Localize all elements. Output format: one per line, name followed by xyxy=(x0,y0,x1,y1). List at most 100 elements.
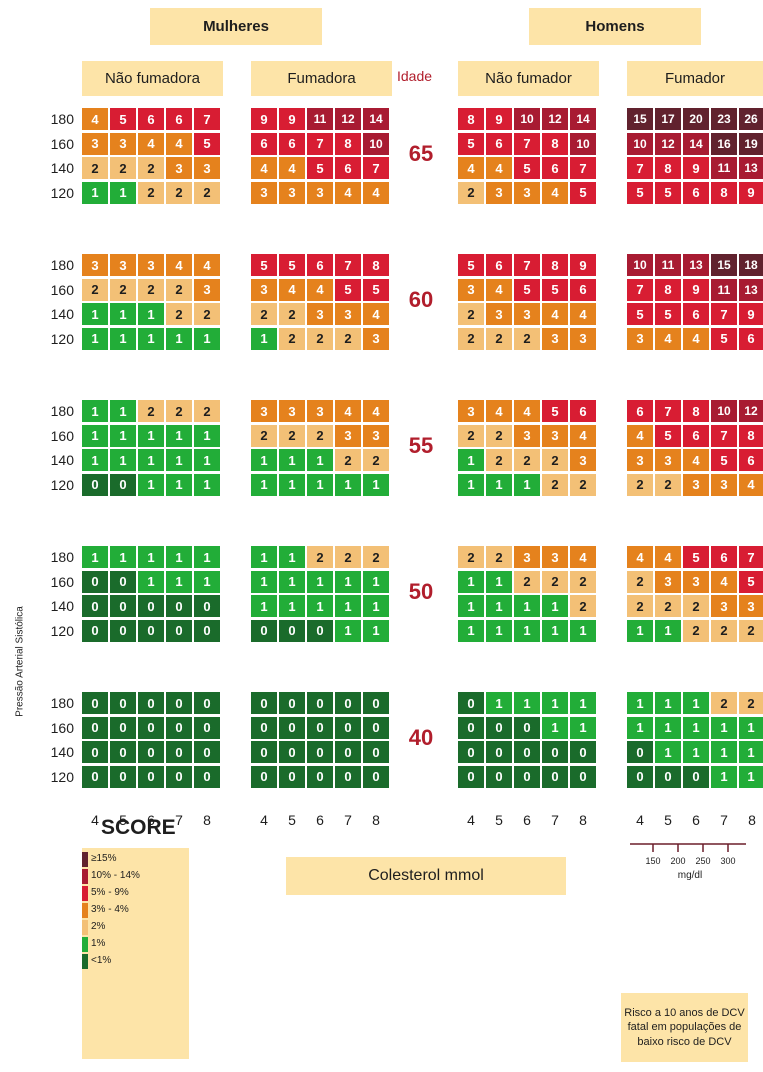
heatmap-cell: 2 xyxy=(683,595,709,617)
heatmap-cell: 2 xyxy=(82,157,108,179)
heatmap-cell: 3 xyxy=(514,182,540,204)
heatmap-cell: 2 xyxy=(82,279,108,301)
legend-item: ≥15% xyxy=(82,852,189,867)
heatmap-cell: 1 xyxy=(655,717,681,739)
heatmap-cell: 8 xyxy=(458,108,484,130)
heatmap-cell: 3 xyxy=(335,425,361,447)
heatmap-cell: 0 xyxy=(335,717,361,739)
heatmap-cell: 1 xyxy=(514,620,540,642)
x-axis-label: Colesterol mmol xyxy=(286,857,566,895)
heatmap-cell: 0 xyxy=(82,620,108,642)
heatmap-cell: 0 xyxy=(110,620,136,642)
heatmap-cell: 19 xyxy=(739,133,763,155)
heatmap-cell: 7 xyxy=(570,157,596,179)
heatmap-cell: 4 xyxy=(194,254,220,276)
heatmap-cell: 4 xyxy=(739,474,763,496)
heatmap-cell: 1 xyxy=(251,546,277,568)
heatmap-cell: 0 xyxy=(570,741,596,763)
heatmap-cell: 2 xyxy=(542,474,568,496)
heatmap-cell: 0 xyxy=(335,692,361,714)
heatmap-cell: 0 xyxy=(138,595,164,617)
heatmap-cell: 5 xyxy=(279,254,305,276)
heatmap-cell: 0 xyxy=(110,741,136,763)
heatmap-cell: 0 xyxy=(542,741,568,763)
heatmap-cell: 15 xyxy=(711,254,737,276)
heatmap-cell: 2 xyxy=(514,449,540,471)
heatmap-cell: 3 xyxy=(627,449,653,471)
heatmap-cell: 5 xyxy=(739,571,763,593)
heatmap-cell: 3 xyxy=(655,449,681,471)
heatmap-cell: 12 xyxy=(542,108,568,130)
heatmap-cell: 1 xyxy=(279,571,305,593)
legend-swatch xyxy=(82,954,88,969)
cholesterol-tick-label: 8 xyxy=(197,812,217,828)
heatmap-cell: 3 xyxy=(486,182,512,204)
heatmap-cell: 3 xyxy=(194,279,220,301)
heatmap-cell: 2 xyxy=(711,692,737,714)
heatmap-cell: 2 xyxy=(711,620,737,642)
sbp-tick-label: 160 xyxy=(34,136,74,152)
heatmap-cell: 9 xyxy=(739,182,763,204)
heatmap-cell: 1 xyxy=(138,303,164,325)
heatmap-cell: 0 xyxy=(138,717,164,739)
heatmap-cell: 5 xyxy=(655,425,681,447)
heatmap-cell: 3 xyxy=(279,400,305,422)
heatmap-cell: 2 xyxy=(335,546,361,568)
heatmap-cell: 0 xyxy=(166,692,192,714)
heatmap-cell: 0 xyxy=(458,766,484,788)
heatmap-cell: 5 xyxy=(335,279,361,301)
legend-swatch xyxy=(82,937,88,952)
heatmap-cell: 1 xyxy=(82,400,108,422)
heatmap-cell: 4 xyxy=(82,108,108,130)
heatmap-cell: 2 xyxy=(194,182,220,204)
heatmap-cell: 1 xyxy=(542,620,568,642)
heatmap-cell: 5 xyxy=(514,157,540,179)
heatmap-cell: 0 xyxy=(458,741,484,763)
heatmap-cell: 2 xyxy=(194,400,220,422)
mgdl-tick-label: 300 xyxy=(720,856,735,866)
sbp-tick-label: 120 xyxy=(34,185,74,201)
heatmap-cell: 12 xyxy=(335,108,361,130)
heatmap-cell: 1 xyxy=(335,571,361,593)
sbp-tick-label: 120 xyxy=(34,623,74,639)
heatmap-cell: 4 xyxy=(486,400,512,422)
sbp-tick-label: 180 xyxy=(34,695,74,711)
cholesterol-tick-label: 5 xyxy=(489,812,509,828)
heatmap-cell: 0 xyxy=(486,766,512,788)
heatmap-cell: 4 xyxy=(363,182,389,204)
heatmap-cell: 2 xyxy=(655,474,681,496)
heatmap-cell: 2 xyxy=(138,182,164,204)
heatmap-cell: 1 xyxy=(486,595,512,617)
heatmap-cell: 1 xyxy=(570,692,596,714)
heatmap-cell: 1 xyxy=(335,474,361,496)
legend-item: 3% - 4% xyxy=(82,903,189,918)
sbp-tick-label: 180 xyxy=(34,403,74,419)
heatmap-cell: 4 xyxy=(363,400,389,422)
heatmap-cell: 3 xyxy=(458,400,484,422)
cholesterol-tick-label: 4 xyxy=(630,812,650,828)
heatmap-cell: 0 xyxy=(542,766,568,788)
heatmap-cell: 3 xyxy=(307,303,333,325)
heatmap-cell: 2 xyxy=(570,571,596,593)
heatmap-cell: 0 xyxy=(307,741,333,763)
heatmap-cell: 7 xyxy=(194,108,220,130)
heatmap-cell: 6 xyxy=(739,328,763,350)
cholesterol-tick-label: 8 xyxy=(366,812,386,828)
heatmap-cell: 2 xyxy=(542,449,568,471)
heatmap-cell: 0 xyxy=(627,741,653,763)
heatmap-cell: 11 xyxy=(307,108,333,130)
heatmap-cell: 4 xyxy=(166,254,192,276)
cholesterol-tick-label: 7 xyxy=(545,812,565,828)
heatmap-cell: 1 xyxy=(251,449,277,471)
heatmap-cell: 3 xyxy=(307,182,333,204)
heatmap-cell: 1 xyxy=(138,571,164,593)
heatmap-cell: 1 xyxy=(739,717,763,739)
heatmap-cell: 1 xyxy=(251,474,277,496)
heatmap-cell: 11 xyxy=(655,254,681,276)
heatmap-cell: 2 xyxy=(486,449,512,471)
heatmap-cell: 6 xyxy=(570,279,596,301)
heatmap-cell: 4 xyxy=(279,279,305,301)
heatmap-cell: 0 xyxy=(307,717,333,739)
mgdl-tick-label: 150 xyxy=(645,856,660,866)
heatmap-cell: 13 xyxy=(739,157,763,179)
